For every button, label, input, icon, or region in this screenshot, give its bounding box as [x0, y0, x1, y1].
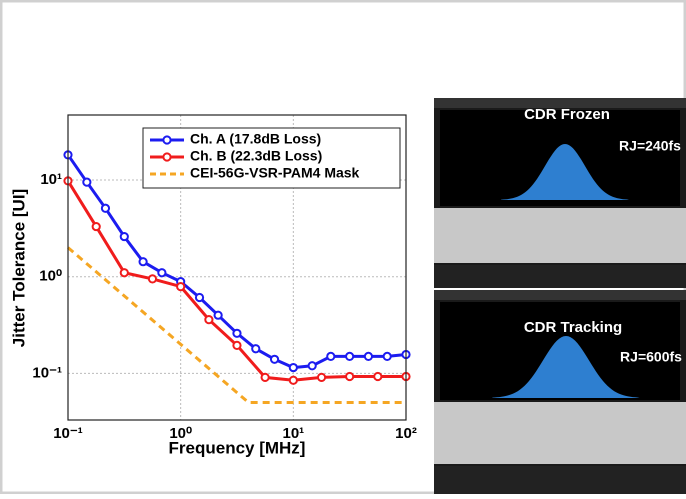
- status-bar: [434, 466, 686, 494]
- menu-bar: [434, 290, 686, 300]
- y-axis-label: Jitter Tolerance [UI]: [9, 189, 28, 347]
- data-point: [365, 353, 372, 360]
- legend-label: CEI-56G-VSR-PAM4 Mask: [190, 165, 360, 181]
- data-point: [158, 269, 165, 276]
- inset-screenshot: CDR Tracking RJ=600fs: [434, 290, 686, 494]
- data-point: [196, 294, 203, 301]
- data-point: [233, 342, 240, 349]
- data-point: [177, 283, 184, 290]
- data-point: [384, 353, 391, 360]
- data-point: [346, 373, 353, 380]
- data-point: [318, 374, 325, 381]
- inset-label: RJ=240fs: [619, 138, 681, 154]
- data-point: [290, 364, 297, 371]
- status-bar: [434, 265, 686, 288]
- data-point: [262, 374, 269, 381]
- legend-label: Ch. B (22.3dB Loss): [190, 148, 322, 164]
- data-point: [139, 258, 146, 265]
- data-point: [233, 330, 240, 337]
- x-axis-label: Frequency [MHz]: [169, 438, 306, 457]
- legend-marker: [163, 153, 170, 160]
- data-point: [149, 275, 156, 282]
- results-table: [434, 208, 686, 263]
- y-tick-label: 10⁰: [39, 268, 62, 285]
- data-point: [83, 179, 90, 186]
- inset-screenshot: CDR Frozen RJ=240fs: [434, 98, 686, 288]
- data-point: [327, 353, 334, 360]
- data-point: [290, 377, 297, 384]
- page: 10⁻¹10⁰10¹10²10⁻¹10⁰10¹ Frequency [MHz] …: [0, 0, 686, 494]
- data-point: [374, 373, 381, 380]
- x-tick-label: 10²: [395, 425, 417, 442]
- inset-label: RJ=600fs: [620, 349, 682, 365]
- legend-marker: [163, 136, 170, 143]
- data-point: [271, 356, 278, 363]
- y-tick-label: 10⁻¹: [32, 364, 62, 381]
- legend-label: Ch. A (17.8dB Loss): [190, 131, 321, 147]
- data-point: [121, 233, 128, 240]
- data-point: [215, 312, 222, 319]
- data-point: [309, 362, 316, 369]
- inset-title: CDR Tracking: [524, 319, 622, 336]
- data-point: [102, 205, 109, 212]
- y-tick-label: 10¹: [40, 171, 62, 188]
- results-table: [434, 402, 686, 464]
- inset-title: CDR Frozen: [524, 106, 610, 123]
- x-tick-label: 10⁻¹: [53, 425, 83, 442]
- data-point: [93, 223, 100, 230]
- data-point: [346, 353, 353, 360]
- data-point: [121, 269, 128, 276]
- data-point: [252, 345, 259, 352]
- data-point: [205, 316, 212, 323]
